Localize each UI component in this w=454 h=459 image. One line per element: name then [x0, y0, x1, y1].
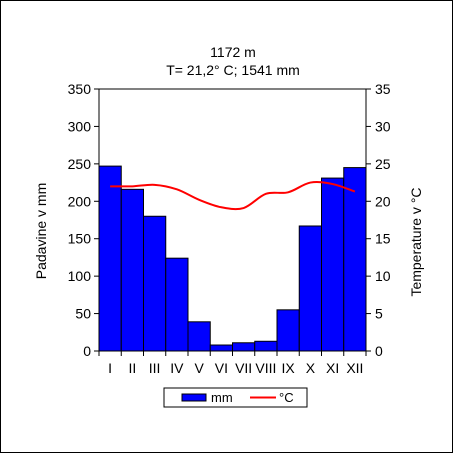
x-tick-label-ii: II — [128, 360, 136, 376]
y-tick-label-left: 150 — [68, 231, 92, 247]
bar-v — [187, 321, 211, 352]
y-tick-label-right: 25 — [375, 156, 391, 172]
x-tick-label-xii: XII — [346, 360, 363, 376]
y-tick-label-right: 15 — [375, 231, 391, 247]
x-tick-label-i: I — [108, 360, 112, 376]
chart-subtitle: T= 21,2° C; 1541 mm — [166, 62, 300, 78]
bar-vi — [209, 344, 233, 352]
bar-i — [98, 165, 122, 352]
x-tick-label-iv: IV — [170, 360, 184, 376]
legend-label-line: °C — [279, 390, 294, 405]
x-tick-label-v: V — [194, 360, 204, 376]
y-tick-label-left: 300 — [68, 118, 92, 134]
temperature-line — [110, 181, 356, 211]
legend-label-bars: mm — [211, 390, 233, 405]
legend: mm °C — [163, 387, 308, 408]
y-tick-label-left: 250 — [68, 156, 92, 172]
x-tick-label-vi: VI — [215, 360, 228, 376]
bar-ii — [120, 188, 144, 352]
y-tick-label-right: 20 — [375, 193, 391, 209]
x-tick-label-vii: VII — [235, 360, 252, 376]
y-tick-label-right: 35 — [375, 81, 391, 97]
y-tick-label-left: 50 — [75, 306, 91, 322]
y-tick-label-right: 30 — [375, 118, 391, 134]
bar-xii — [343, 167, 367, 352]
x-tick-label-iii: III — [149, 360, 161, 376]
bar-vii — [232, 342, 256, 352]
y-axis-label-right: Temperature v °C — [408, 187, 424, 296]
y-tick-label-right: 0 — [375, 343, 383, 359]
x-tick-label-viii: VIII — [255, 360, 276, 376]
y-axis-label-left: Padavine v mm — [33, 183, 49, 279]
chart-title: 1172 m — [210, 44, 256, 60]
y-tick-label-left: 200 — [68, 193, 92, 209]
bars-layer — [98, 165, 367, 352]
bar-ix — [276, 309, 300, 352]
line-layer — [110, 181, 356, 211]
y-tick-label-right: 5 — [375, 306, 383, 322]
legend-swatch-bars — [181, 393, 207, 402]
y-tick-label-left: 100 — [68, 268, 92, 284]
legend-frame — [163, 387, 308, 408]
y-tick-label-left: 350 — [68, 81, 92, 97]
x-tick-label-ix: IX — [282, 360, 296, 376]
bar-iv — [165, 257, 189, 352]
y-tick-label-left: 0 — [83, 343, 91, 359]
bar-xi — [321, 177, 345, 352]
bar-iii — [143, 215, 167, 352]
bar-viii — [254, 340, 278, 352]
x-tick-label-x: X — [306, 360, 316, 376]
y-tick-label-right: 10 — [375, 268, 391, 284]
bar-x — [298, 225, 322, 352]
x-tick-label-xi: XI — [326, 360, 339, 376]
